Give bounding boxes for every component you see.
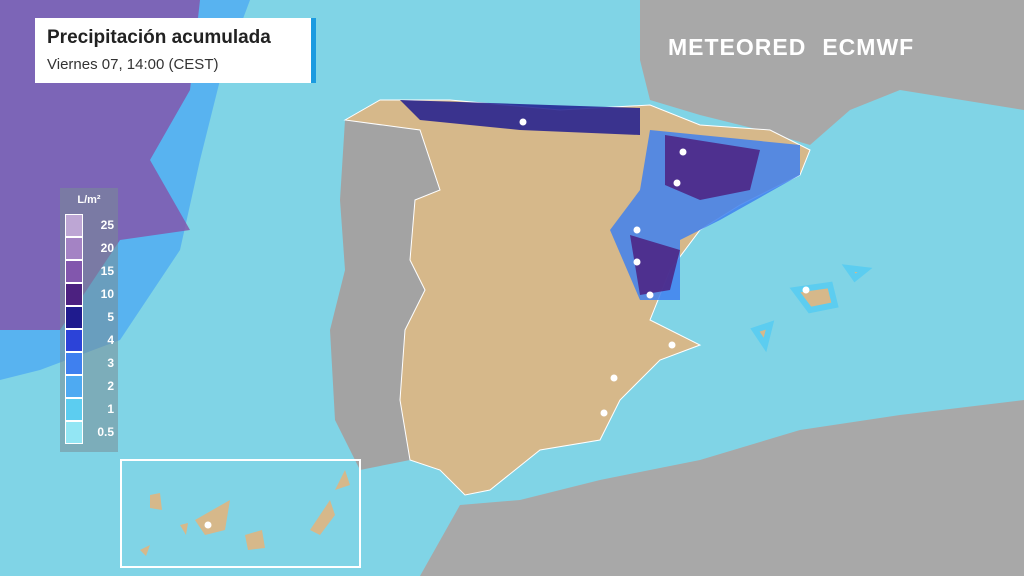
subtitle: Viernes 07, 14:00 (CEST) <box>47 56 219 73</box>
provider-logo: METEORED <box>668 34 807 60</box>
legend-unit: L/m² <box>77 194 101 206</box>
legend-swatch <box>65 283 83 306</box>
legend-label: 5 <box>107 310 114 324</box>
legend-label: 2 <box>107 379 114 393</box>
legend-swatch <box>65 375 83 398</box>
rain-north <box>400 100 640 135</box>
legend-swatch <box>65 329 83 352</box>
legend-label: 15 <box>100 264 114 278</box>
legend-label: 20 <box>100 241 114 255</box>
branding: METEORED ECMWF <box>668 34 930 61</box>
legend-swatch <box>65 237 83 260</box>
rain-ne-core <box>630 135 760 295</box>
legend-swatch <box>65 214 83 237</box>
portugal <box>330 120 440 470</box>
africa <box>420 400 1024 576</box>
legend-label: 3 <box>107 356 114 370</box>
legend-swatch <box>65 306 83 329</box>
france <box>640 0 1024 145</box>
legend-swatch <box>65 398 83 421</box>
canary-islands <box>140 470 350 556</box>
legend-label: 4 <box>107 333 114 347</box>
legend-label: 10 <box>100 287 114 301</box>
balearics <box>750 264 873 353</box>
legend-label: 1 <box>107 402 114 416</box>
legend-label: 0.5 <box>97 425 114 439</box>
legend-swatch <box>65 260 83 283</box>
legend: L/m² 25 20 15 10 5 4 3 2 1 0.5 <box>60 188 118 452</box>
title: Precipitación acumulada <box>47 27 271 48</box>
legend-swatch <box>65 352 83 375</box>
legend-label: 25 <box>100 218 114 232</box>
canary-inset <box>120 459 361 568</box>
header: Precipitación acumulada Viernes 07, 14:0… <box>35 18 316 83</box>
model-logo: ECMWF <box>822 34 915 60</box>
city-dots <box>204 118 810 529</box>
legend-swatch <box>65 421 83 444</box>
